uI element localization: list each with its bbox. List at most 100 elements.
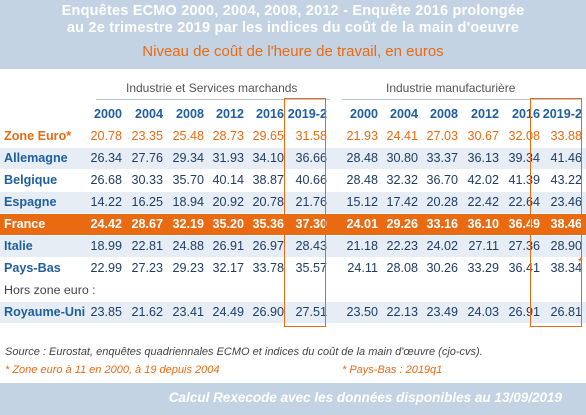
- row-separator: [0, 279, 586, 280]
- year-header: 2000: [349, 107, 378, 121]
- value-cell: 24.41: [386, 129, 418, 143]
- value-cell: 23.50: [346, 305, 378, 319]
- value-cell: 36.66: [295, 151, 327, 165]
- value-cell: 38.34: [550, 261, 582, 275]
- value-cell: 29.65: [252, 129, 284, 143]
- year-header: 2016: [511, 107, 540, 121]
- year-header: 2012: [470, 107, 499, 121]
- header-band: Enquêtes ECMO 2000, 2004, 2008, 2012 - E…: [0, 0, 586, 69]
- value-cell: 35.57: [295, 261, 327, 275]
- source-note: Source : Eurostat, enquêtes quadriennale…: [5, 346, 483, 358]
- value-cell: 26.68: [90, 173, 122, 187]
- highlight-column-box: [530, 98, 582, 327]
- table-row: Italie 18.99 22.81 24.88 26.91 26.97 28.43 21.1…: [0, 235, 586, 257]
- value-cell: 43.22: [550, 173, 582, 187]
- value-cell: 26.90: [252, 305, 284, 319]
- value-cell: 27.51: [295, 305, 327, 319]
- group-title: Industrie et Services marchands: [126, 81, 298, 95]
- pays-bas-note: * Pays-Bas : 2019q1: [342, 364, 443, 376]
- value-cell: 34.10: [252, 151, 284, 165]
- value-cell: 29.23: [172, 261, 204, 275]
- value-cell: 33.37: [426, 151, 458, 165]
- value-cell: 22.13: [386, 305, 418, 319]
- value-cell: 32.19: [172, 217, 204, 231]
- value-cell: 20.92: [212, 195, 244, 209]
- subtitle: Niveau de coût de l'heure de travail, en…: [142, 43, 444, 60]
- value-cell: 24.42: [90, 217, 122, 231]
- value-cell: 32.08: [508, 129, 540, 143]
- value-cell: 25.48: [172, 129, 204, 143]
- value-cell: 26.91: [212, 239, 244, 253]
- value-cell: 36.49: [508, 217, 540, 231]
- value-cell: 28.43: [295, 239, 327, 253]
- title-line-1: Enquêtes ECMO 2000, 2004, 2008, 2012 - E…: [61, 3, 525, 19]
- value-cell: 30.33: [131, 173, 163, 187]
- value-cell: 26.91: [508, 305, 540, 319]
- value-cell: 16.25: [131, 195, 163, 209]
- value-cell: 22.99: [90, 261, 122, 275]
- table-row: Allemagne 26.34 27.76 29.34 31.93 34.10 36.66 2…: [0, 147, 586, 169]
- title-line-2: au 2e trimestre 2019 par les indices du …: [66, 20, 520, 36]
- value-cell: 38.87: [252, 173, 284, 187]
- highlight-column-box: [284, 98, 326, 327]
- value-cell: 27.76: [131, 151, 163, 165]
- value-cell: 29.26: [386, 217, 418, 231]
- value-cell: 27.11: [468, 239, 499, 253]
- row-separator: [0, 235, 586, 236]
- section-label: Hors zone euro :: [4, 283, 96, 297]
- table-row: France 24.42 28.67 32.19 35.20 35.36 37.30 24.0…: [0, 213, 586, 235]
- row-separator: [0, 169, 586, 170]
- value-cell: 22.81: [131, 239, 163, 253]
- value-cell: 28.48: [346, 173, 378, 187]
- zone-euro-note: * Zone euro à 11 en 2000, à 19 depuis 20…: [5, 364, 220, 376]
- value-cell: 33.16: [426, 217, 458, 231]
- value-cell: 21.93: [346, 129, 378, 143]
- value-cell: 28.90: [550, 239, 582, 253]
- value-cell: 30.67: [467, 129, 499, 143]
- value-cell: 33.78: [252, 261, 284, 275]
- row-label: Belgique: [4, 173, 58, 187]
- value-cell: 28.73: [212, 129, 244, 143]
- value-cell: 32.17: [212, 261, 244, 275]
- value-cell: 31.93: [212, 151, 244, 165]
- value-cell: 17.42: [386, 195, 418, 209]
- table-row: Espagne 14.22 16.25 18.94 20.92 20.78 21.76 15.…: [0, 191, 586, 213]
- row-label: Zone Euro*: [4, 129, 72, 143]
- value-cell: 30.26: [426, 261, 458, 275]
- year-header: 2012: [215, 107, 244, 121]
- footer-band: Calcul Rexecode avec les données disponi…: [0, 383, 586, 415]
- value-cell: 31.58: [295, 129, 327, 143]
- value-cell: 20.78: [90, 129, 122, 143]
- value-cell: 24.02: [426, 239, 458, 253]
- value-cell: 36.70: [426, 173, 458, 187]
- value-cell: 21.62: [131, 305, 163, 319]
- value-cell: 37.30: [295, 217, 327, 231]
- year-header: 2019-2: [542, 107, 582, 121]
- value-cell: 24.01: [346, 217, 378, 231]
- value-cell: 42.02: [467, 173, 499, 187]
- row-separator: [0, 213, 586, 214]
- value-cell: 40.14: [212, 173, 244, 187]
- value-cell: 23.85: [90, 305, 122, 319]
- value-cell: 36.10: [467, 217, 499, 231]
- value-cell: 20.28: [426, 195, 458, 209]
- table-row: Belgique 26.68 30.33 35.70 40.14 38.87 40.66 28…: [0, 169, 586, 191]
- pays-bas-marker: *: [578, 255, 583, 269]
- value-cell: 35.20: [212, 217, 244, 231]
- value-cell: 26.81: [550, 305, 582, 319]
- row-separator: [0, 191, 586, 192]
- table-row: Zone Euro* 20.78 23.35 25.48 28.73 29.65 31.58…: [0, 125, 586, 147]
- value-cell: 33.88: [550, 129, 582, 143]
- value-cell: 27.23: [131, 261, 163, 275]
- value-cell: 28.48: [346, 151, 378, 165]
- value-cell: 24.49: [212, 305, 244, 319]
- value-cell: 26.97: [252, 239, 284, 253]
- value-cell: 35.70: [172, 173, 204, 187]
- value-cell: 32.32: [386, 173, 418, 187]
- row-label: Royaume-Uni: [4, 305, 86, 319]
- value-cell: 30.80: [386, 151, 418, 165]
- value-cell: 18.94: [172, 195, 204, 209]
- value-cell: 35.36: [252, 217, 284, 231]
- value-cell: 40.66: [295, 173, 327, 187]
- row-label: Espagne: [4, 195, 57, 209]
